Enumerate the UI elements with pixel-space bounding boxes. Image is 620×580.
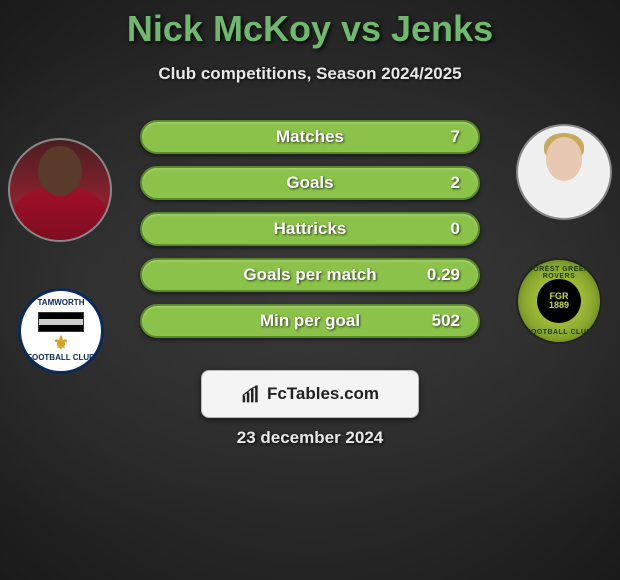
stat-bar-min-per-goal: Min per goal 502 xyxy=(140,304,480,338)
club-right-center-bottom: 1889 xyxy=(549,301,569,310)
stat-label: Matches xyxy=(142,127,478,147)
player-right-photo xyxy=(516,124,612,220)
subtitle: Club competitions, Season 2024/2025 xyxy=(0,64,620,84)
club-left-label-top: TAMWORTH xyxy=(27,299,95,308)
fleur-de-lis-icon: ⚜ xyxy=(27,334,95,354)
stat-value-right: 2 xyxy=(451,173,460,193)
club-right-badge-inner: FOREST GREEN ROVERS FGR 1889 FOOTBALL CL… xyxy=(518,260,600,342)
stat-bar-goals-per-match: Goals per match 0.29 xyxy=(140,258,480,292)
brand-text: FcTables.com xyxy=(267,384,379,404)
brand-pill[interactable]: FcTables.com xyxy=(201,370,419,418)
player-right-photo-placeholder xyxy=(518,126,610,218)
stat-bar-goals: Goals 2 xyxy=(140,166,480,200)
club-right-label-bottom: FOOTBALL CLUB xyxy=(518,329,600,336)
page-title: Nick McKoy vs Jenks xyxy=(0,0,620,50)
club-left-badge: TAMWORTH ⚜ FOOTBALL CLUB xyxy=(18,288,104,374)
club-right-center: FGR 1889 xyxy=(549,292,569,310)
stat-bar-hattricks: Hattricks 0 xyxy=(140,212,480,246)
stat-value-right: 7 xyxy=(451,127,460,147)
stat-label: Goals xyxy=(142,173,478,193)
club-right-badge: FOREST GREEN ROVERS FGR 1889 FOOTBALL CL… xyxy=(516,258,602,344)
stat-bar-matches: Matches 7 xyxy=(140,120,480,154)
stat-label: Hattricks xyxy=(142,219,478,239)
date-text: 23 december 2024 xyxy=(0,428,620,448)
player-left-photo xyxy=(8,138,112,242)
stat-bars: Matches 7 Goals 2 Hattricks 0 Goals per … xyxy=(140,120,480,338)
stat-value-right: 502 xyxy=(432,311,460,331)
stat-value-right: 0 xyxy=(451,219,460,239)
stat-value-right: 0.29 xyxy=(427,265,460,285)
stat-label: Min per goal xyxy=(142,311,478,331)
content-root: Nick McKoy vs Jenks Club competitions, S… xyxy=(0,0,620,580)
club-left-flag xyxy=(38,312,84,332)
club-right-label-top: FOREST GREEN ROVERS xyxy=(518,266,600,280)
club-left-badge-inner: TAMWORTH ⚜ FOOTBALL CLUB xyxy=(27,299,95,362)
player-left-photo-placeholder xyxy=(10,140,110,240)
bar-chart-icon xyxy=(241,384,261,404)
club-left-label-bottom: FOOTBALL CLUB xyxy=(27,354,95,363)
